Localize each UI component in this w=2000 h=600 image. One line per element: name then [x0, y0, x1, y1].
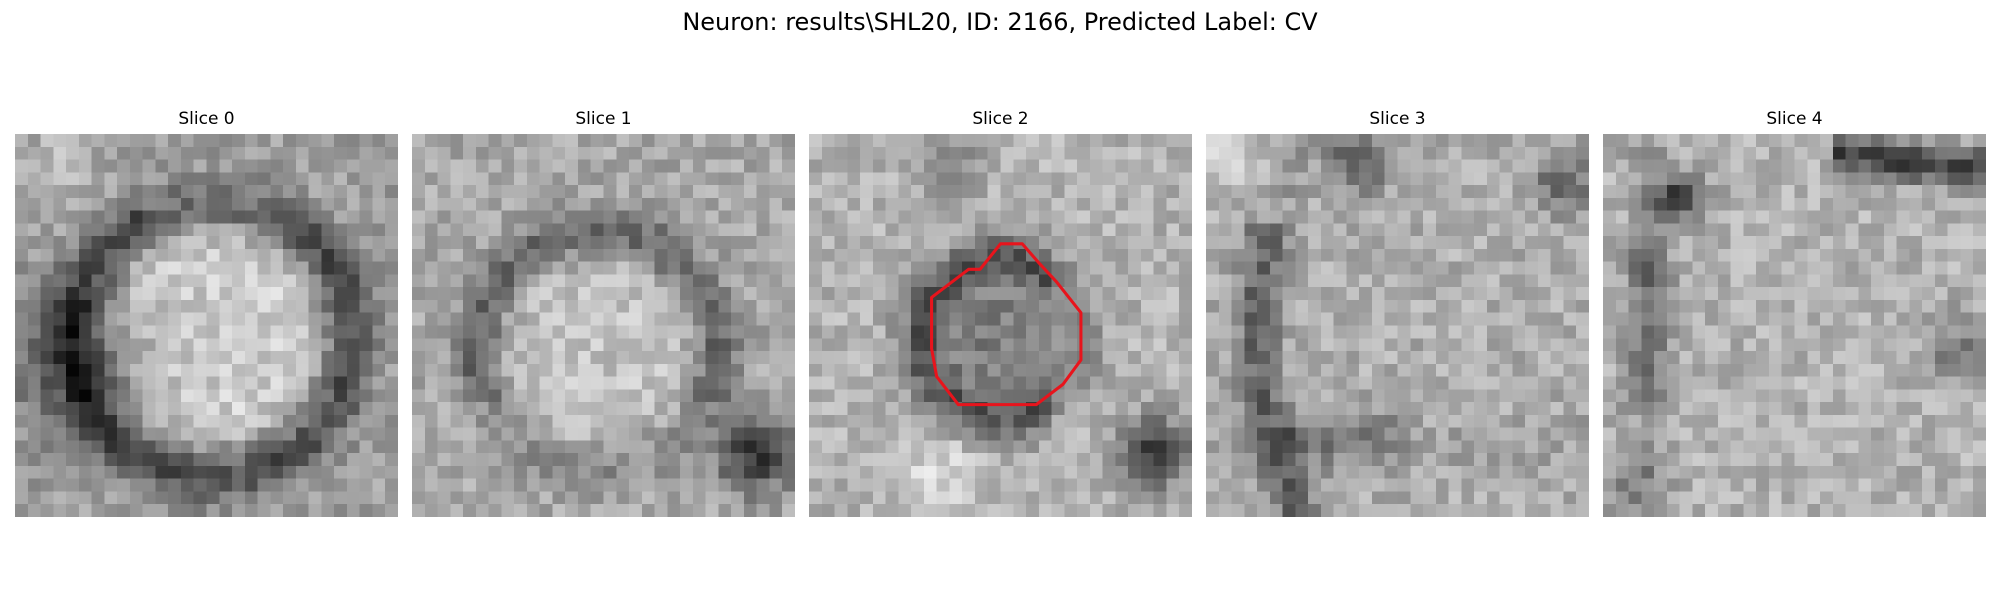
slice-title: Slice 4	[1766, 109, 1823, 129]
slice-title: Slice 0	[178, 109, 235, 129]
slice-panel-2: Slice 2	[809, 108, 1192, 517]
slice-title: Slice 1	[575, 109, 632, 129]
figure-title: Neuron: results\SHL20, ID: 2166, Predict…	[682, 8, 1318, 36]
slice-title: Slice 2	[972, 109, 1029, 129]
slice-image-2	[809, 134, 1192, 517]
slice-title: Slice 3	[1369, 109, 1426, 129]
slice-image-4	[1603, 134, 1986, 517]
slice-panel-3: Slice 3	[1206, 108, 1589, 517]
slice-panel-1: Slice 1	[412, 108, 795, 517]
slice-image-0	[15, 134, 398, 517]
slice-image-3	[1206, 134, 1589, 517]
slice-panel-4: Slice 4	[1603, 108, 1986, 517]
roi-contour	[930, 242, 1083, 407]
slice-image-1	[412, 134, 795, 517]
slice-panel-0: Slice 0	[15, 108, 398, 517]
